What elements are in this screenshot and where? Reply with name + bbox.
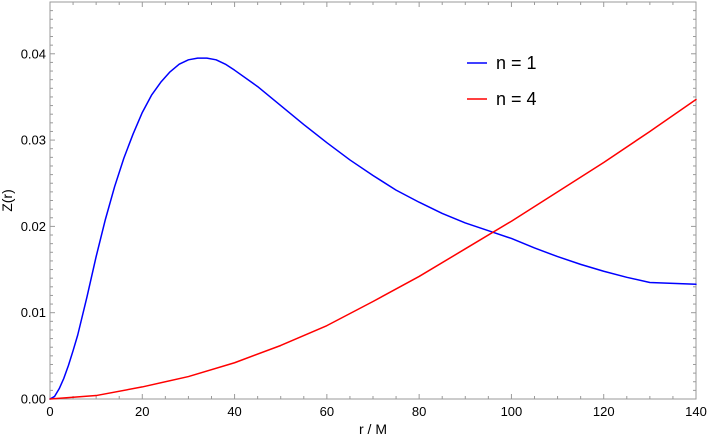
x-tick-label: 0 [46, 404, 53, 419]
series-lines [49, 57, 697, 400]
x-tick-label: 40 [227, 404, 241, 419]
y-tick-label: 0.00 [21, 392, 46, 407]
y-tick-label: 0.03 [21, 133, 46, 148]
legend-label-2: n = 4 [496, 89, 537, 109]
series-line-2 [49, 98, 697, 400]
legend: n = 1 n = 4 [467, 53, 537, 109]
plot-frame [49, 1, 697, 400]
x-tick-label: 20 [135, 404, 149, 419]
x-tick-label: 60 [320, 404, 334, 419]
x-tick-label: 140 [685, 404, 707, 419]
y-tick-label: 0.02 [21, 219, 46, 234]
axis-tick-labels: 0 20 40 60 80 100 120 140 0.00 0.01 0.02 0.03 0.04 [21, 46, 707, 419]
x-axis-label: r / M [359, 421, 387, 437]
axis-ticks [49, 2, 697, 400]
series-line-1 [49, 57, 697, 400]
y-axis-label: Z(r) [0, 189, 15, 212]
y-tick-label: 0.01 [21, 305, 46, 320]
legend-label-1: n = 1 [496, 53, 537, 73]
y-tick-label: 0.04 [21, 46, 46, 61]
x-tick-label: 120 [593, 404, 615, 419]
x-tick-label: 80 [412, 404, 426, 419]
x-tick-label: 100 [501, 404, 523, 419]
